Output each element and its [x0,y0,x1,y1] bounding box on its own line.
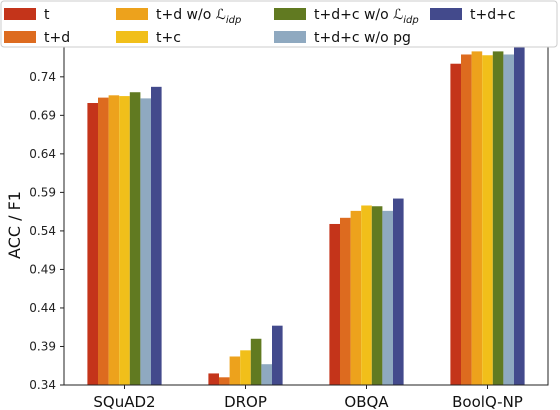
bar-obqa-2 [350,210,362,385]
bar-drop-6 [272,325,283,385]
y-tick-label: 0.69 [29,108,56,122]
bar-obqa-4 [371,206,383,385]
legend-label: t+d+c w/o ℒidp [314,7,419,26]
x-tick-label: OBQA [344,393,389,410]
y-axis-title: ACC / F1 [5,191,24,259]
bar-obqa-3 [361,205,372,385]
bar-boolq-np-5 [503,54,514,385]
bar-squad2-2 [108,95,120,385]
bar-squad2-6 [151,86,162,385]
bar-squad2-1 [98,97,109,386]
bars-group [87,45,525,386]
y-tick-label: 0.74 [29,70,56,84]
bar-squad2-3 [119,96,130,385]
y-tick-label: 0.54 [29,224,56,238]
legend-label: t+d [44,30,70,46]
bar-squad2-0 [87,103,98,385]
x-tick-label: SQuAD2 [93,393,155,410]
y-tick-label: 0.44 [29,301,56,315]
bar-boolq-np-6 [514,45,525,385]
legend-label: t+c [156,30,181,46]
bar-obqa-5 [382,210,393,385]
bar-boolq-np-0 [450,63,461,385]
legend-swatch [4,31,36,43]
bar-squad2-5 [140,98,151,385]
y-tick-label: 0.59 [29,185,56,199]
bar-drop-5 [261,364,272,385]
bar-boolq-np-2 [471,51,483,385]
legend: t t+d t+d w/o ℒidp t+c t+d+c w/o ℒidp t+d+c w… [0,0,558,48]
bar-drop-3 [240,350,251,385]
bar-drop-1 [219,377,230,385]
y-tick-label: 0.49 [29,262,56,276]
legend-label: t+d+c [470,7,516,23]
x-tick-label: DROP [224,393,267,410]
legend-swatch [116,31,148,43]
legend-swatch [4,8,36,20]
bar-drop-0 [208,373,219,385]
bar-squad2-4 [129,92,141,385]
y-tick-label: 0.39 [29,339,56,353]
legend-label: t [44,7,50,23]
y-tick-label: 0.34 [29,378,56,392]
x-tick-label: BoolQ-NP [452,393,523,410]
axes-group: SQuAD2 DROP OBQA BoolQ-NP 0.34 0.39 0.44 0.49 0.… [29,45,549,410]
legend-label: t+d+c w/o pg [314,30,411,46]
bar-obqa-0 [329,223,340,385]
y-tick-label: 0.64 [29,147,56,161]
legend-swatch [116,8,148,20]
bar-obqa-1 [340,217,351,385]
bar-drop-2 [229,356,241,385]
legend-swatch [274,31,306,43]
bar-drop-4 [250,338,262,385]
legend-swatch [430,8,462,20]
legend-swatch [274,8,306,20]
bar-boolq-np-1 [461,54,472,385]
legend-label: t+d w/o ℒidp [156,7,241,26]
bar-boolq-np-3 [482,55,493,385]
bar-obqa-6 [393,198,404,385]
bar-boolq-np-4 [492,51,504,385]
